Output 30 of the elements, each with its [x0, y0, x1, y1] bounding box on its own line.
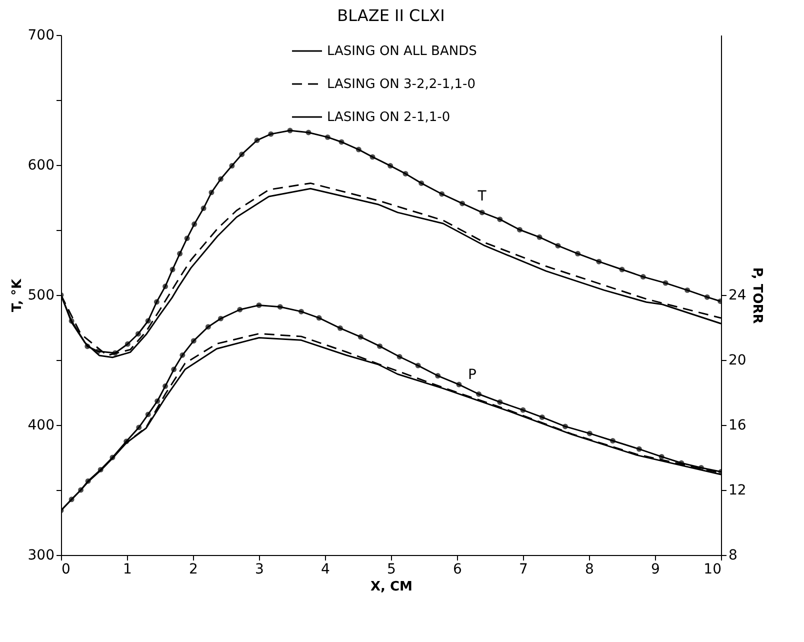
legend-label: LASING ON 3-2,2-1,1-0 [327, 77, 476, 92]
y-tick-label: 600 [28, 158, 54, 174]
x-tick-label: 6 [453, 562, 462, 578]
x-tick-label: 10 [704, 562, 722, 578]
chart-title: BLAZE II CLXI [337, 6, 445, 25]
y-axis-title: T, °K [10, 278, 25, 312]
y2-axis-title: P, TORR [749, 267, 764, 324]
y-tick-label: 400 [28, 418, 54, 434]
x-tick-label: 5 [387, 562, 396, 578]
x-tick-label: 0 [62, 562, 70, 578]
x-tick-label: 7 [519, 562, 528, 578]
y2-tick-label: 8 [728, 548, 738, 564]
y2-tick-label: 24 [728, 288, 746, 304]
y-tick-label: 700 [28, 28, 54, 44]
x-axis-title: X, CM [370, 580, 412, 594]
x-tick-label: 9 [651, 562, 660, 578]
legend-label: LASING ON ALL BANDS [327, 44, 477, 59]
x-tick-label: 8 [585, 562, 594, 578]
y2-tick-label: 12 [728, 482, 746, 498]
y-tick-label: 500 [28, 288, 54, 304]
legend-label: LASING ON 2-1,1-0 [327, 110, 450, 125]
annotation: T [476, 188, 487, 204]
y2-tick-label: 20 [728, 352, 746, 368]
y2-tick-label: 16 [728, 418, 746, 434]
x-tick-label: 1 [123, 562, 132, 578]
x-tick-label: 4 [321, 562, 330, 578]
annotation: P [468, 367, 476, 384]
x-tick-label: 3 [255, 562, 264, 578]
y-tick-label: 300 [28, 548, 54, 564]
x-tick-label: 2 [189, 562, 198, 578]
